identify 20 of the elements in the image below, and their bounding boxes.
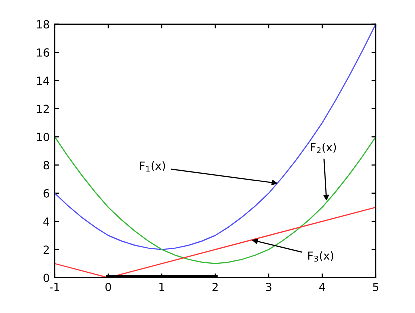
- y-tick-label: 2: [44, 246, 50, 254]
- x-tick-label: 2: [212, 283, 218, 292]
- x-tick-label: 1: [160, 283, 164, 292]
- y-tick-label: 4: [44, 218, 50, 226]
- y-tick-label: 18: [37, 20, 50, 29]
- x-tick-label: 4: [320, 283, 326, 292]
- y-tick-label: 10: [37, 133, 50, 142]
- y-tick-label: 8: [44, 161, 50, 170]
- x-tick-label: 5: [373, 283, 379, 292]
- y-tick-label: 12: [37, 104, 50, 114]
- y-tick-label: 16: [37, 48, 50, 57]
- y-tick-label: 6: [44, 189, 50, 198]
- x-tick-label: -1: [50, 283, 60, 292]
- annotation: F$_{3}$(x): [308, 251, 334, 262]
- x-tick-label: 3: [266, 283, 272, 292]
- y-tick-label: 14: [37, 76, 50, 85]
- annotation: F$_{2}$(x): [311, 143, 336, 154]
- annotation: F$_{1}$(x): [140, 162, 166, 172]
- y-tick-label: 0: [44, 274, 50, 282]
- x-tick-label: 0: [106, 283, 112, 292]
